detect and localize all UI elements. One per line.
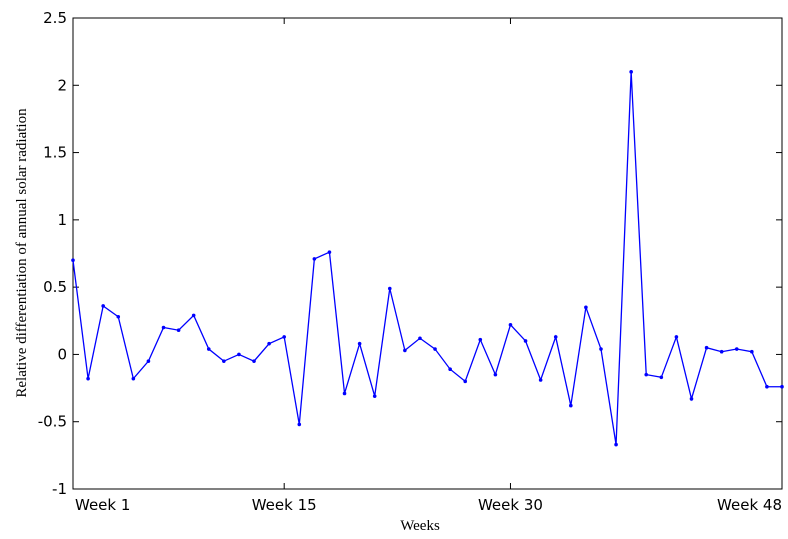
y-tick-label: 1.5 [43,144,67,162]
data-point [86,376,90,381]
data-point [689,397,694,401]
data-point [584,305,588,310]
data-point [780,384,784,389]
data-point [599,347,603,351]
data-point [644,372,649,377]
data-point [418,336,422,341]
y-tick-label: 2.5 [43,9,67,27]
data-point [463,379,468,384]
data-point [222,359,226,363]
data-point [372,394,377,398]
data-point [614,442,618,447]
y-tick-label: -0.5 [38,413,67,431]
data-point [403,348,407,353]
data-point [237,352,241,357]
data-line [72,71,782,445]
data-point [131,376,136,381]
data-point [342,391,347,396]
y-axis-label: Relative differentiation of annual solar… [14,108,30,398]
data-point [508,323,513,327]
data-point [523,339,528,343]
data-point [493,372,498,377]
data-point [448,367,452,372]
x-tick-label: Week 30 [478,496,543,514]
x-axis-label: Weeks [400,518,440,534]
data-point [765,384,769,389]
data-point [282,335,286,339]
data-point [297,422,302,427]
y-tick-label: 0.5 [43,278,67,296]
y-tick-label: -1 [52,480,67,498]
data-point [267,341,271,346]
x-tick-label: Week 48 [717,496,782,514]
data-point [538,378,543,382]
data-point [357,341,362,346]
data-point [478,337,483,342]
data-point [312,257,317,261]
data-point [176,328,181,333]
data-point [704,345,709,350]
data-point [750,349,754,354]
x-tick-label: Week 1 [75,496,130,514]
data-point [387,286,392,291]
y-tick-label: 1 [57,211,67,229]
y-tick-label: 0 [57,345,67,363]
data-point [71,258,75,263]
data-point [101,304,105,308]
data-point [629,70,633,74]
data-point [734,347,739,351]
data-point [191,313,196,318]
data-point [674,335,679,339]
data-point [116,314,121,319]
data-point [161,325,166,330]
data-point [206,347,211,351]
x-tick-label: Week 15 [252,496,317,514]
data-point [146,359,151,363]
data-point [327,250,332,254]
y-tick-label: 2 [57,76,67,94]
plot-frame [72,17,783,490]
data-point [553,335,558,339]
data-point [433,347,437,351]
data-point [252,359,256,363]
data-point [569,403,573,408]
data-point [659,375,664,380]
data-point [719,349,724,354]
